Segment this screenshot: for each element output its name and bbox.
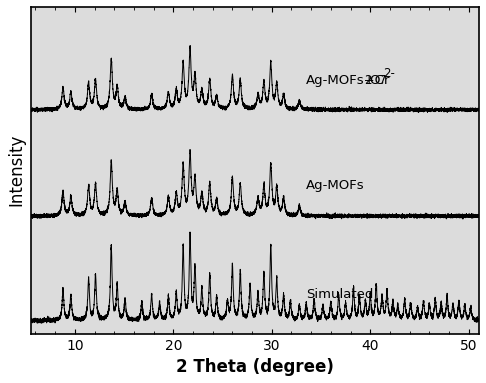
Y-axis label: Intensity: Intensity [7,134,25,206]
Text: 2: 2 [364,74,371,87]
Text: 7: 7 [379,74,386,87]
Text: O: O [369,74,379,87]
X-axis label: 2 Theta (degree): 2 Theta (degree) [175,358,333,376]
Text: Ag-MOFs: Ag-MOFs [306,178,365,192]
Text: Simulated: Simulated [306,288,374,301]
Text: 2-: 2- [383,67,396,80]
Text: Ag-MOFs+Cr: Ag-MOFs+Cr [306,74,391,87]
